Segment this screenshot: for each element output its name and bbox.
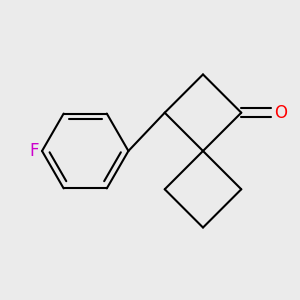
Text: O: O [274, 104, 287, 122]
Text: F: F [29, 142, 38, 160]
